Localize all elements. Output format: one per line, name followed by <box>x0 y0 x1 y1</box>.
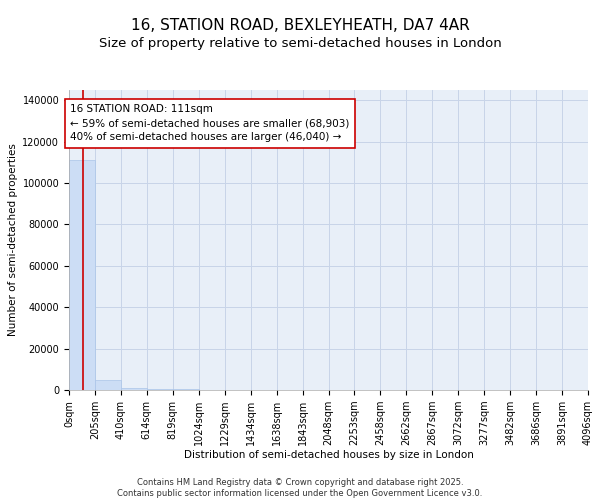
Text: Contains HM Land Registry data © Crown copyright and database right 2025.
Contai: Contains HM Land Registry data © Crown c… <box>118 478 482 498</box>
Bar <box>147 389 173 390</box>
Bar <box>121 388 147 390</box>
Text: Size of property relative to semi-detached houses in London: Size of property relative to semi-detach… <box>98 38 502 51</box>
Text: 16, STATION ROAD, BEXLEYHEATH, DA7 4AR: 16, STATION ROAD, BEXLEYHEATH, DA7 4AR <box>131 18 469 32</box>
Bar <box>95 380 121 390</box>
Y-axis label: Number of semi-detached properties: Number of semi-detached properties <box>8 144 18 336</box>
Text: 16 STATION ROAD: 111sqm
← 59% of semi-detached houses are smaller (68,903)
40% o: 16 STATION ROAD: 111sqm ← 59% of semi-de… <box>70 104 350 142</box>
X-axis label: Distribution of semi-detached houses by size in London: Distribution of semi-detached houses by … <box>184 450 473 460</box>
Bar <box>69 160 95 390</box>
